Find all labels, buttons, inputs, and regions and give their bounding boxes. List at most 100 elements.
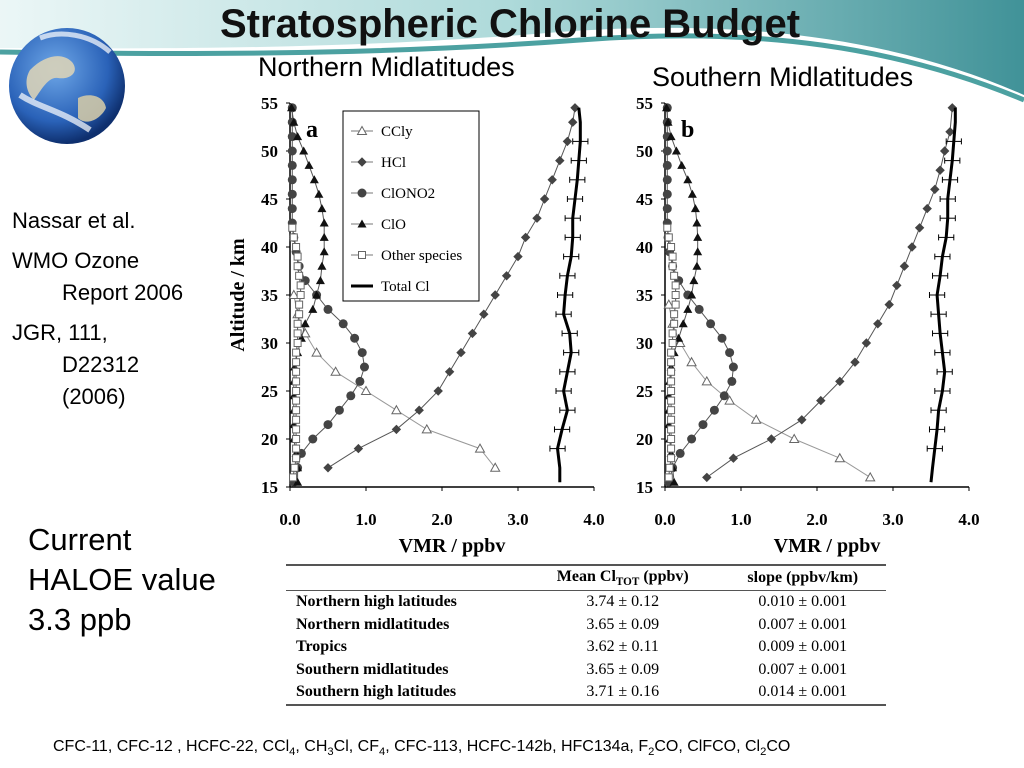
y-tick-label: 15 [636,478,653,497]
y-tick-label: 45 [636,190,653,209]
data-point [706,319,716,329]
data-point [315,276,325,285]
table-cell: 0.010 ± 0.001 [758,593,848,611]
data-point [391,404,402,415]
data-point [547,175,557,185]
table-row: Southern high latitudes 3.71 ± 0.16 0.01… [286,681,886,705]
data-point [456,347,466,358]
y-tick-label: 35 [636,286,653,305]
data-point [693,247,703,256]
data-point [935,165,945,175]
table-cell: Tropics [296,638,347,656]
data-point [295,300,304,309]
data-point [319,232,329,241]
footer-species-list: CFC-11, CFC-12 , HCFC-22, CCl4, CH3Cl, C… [53,738,790,758]
y-tick-label: 50 [636,142,653,161]
data-point [433,386,443,396]
table-cell: Northern midlatitudes [296,615,450,633]
data-point [671,291,680,299]
y-tick-label: 50 [261,142,278,161]
data-point [501,271,512,281]
footer-part: Cl, CF [333,738,379,755]
references-block: Nassar et al. WMO Ozone Report 2006 JGR,… [12,205,183,413]
data-point [667,444,676,453]
legend-label: Other species [381,248,462,264]
data-point [692,261,702,270]
data-point [290,463,299,472]
data-point [766,434,777,444]
series-total-cl [926,107,962,483]
data-point [289,233,298,242]
series-hcl [323,103,580,473]
data-point [797,415,807,425]
table-header-region [286,565,526,591]
data-point [667,454,676,463]
legend-swatch [357,157,367,167]
chart-legend: CCly HCl ClONO2 ClO Other species Total Cl [342,110,480,302]
y-tick-label: 30 [261,334,278,353]
data-point [311,347,322,357]
data-point [668,339,677,347]
footer-part: CO [766,738,791,755]
table-cell: 3.74 ± 0.12 [586,593,660,611]
footer-sub: 3 [327,746,334,759]
ref-jgr-1: JGR, 111, [12,320,108,345]
header-swoosh [0,0,1024,95]
data-point [292,377,301,386]
data-point [667,387,676,395]
data-point [293,329,302,338]
y-tick-label: 30 [636,334,653,353]
data-point [296,291,305,299]
data-point [292,444,301,453]
data-point [293,132,303,141]
data-point [671,281,680,290]
y-tick-label: 20 [636,430,653,449]
data-point [669,477,679,486]
table-cell: 0.007 ± 0.001 [758,615,848,633]
y-tick-label: 20 [261,430,278,449]
data-point [562,136,573,147]
data-point [690,204,700,213]
x-tick-label: 2.0 [806,510,827,529]
ref-authors: Nassar et al. [12,208,136,233]
chlorine-profile-charts: 15 20 25 30 35 40 45 50 55 0.0 1.0 2.0 3.0 4.0 VMR / p… [227,94,980,557]
y-tick-label: 55 [636,94,653,113]
data-point [702,472,712,483]
data-point [295,271,304,280]
y-tick-label: 35 [261,286,278,305]
data-point [675,448,685,458]
table-row: Tropics 3.62 ± 0.11 0.009 ± 0.001 [286,636,886,659]
data-point [687,434,697,444]
x-tick-label: 4.0 [583,510,604,529]
data-point [330,366,341,376]
x-tick-label: 2.0 [431,510,452,529]
data-point [668,252,677,261]
data-point [664,473,673,482]
data-point [788,433,800,443]
data-point [287,160,297,170]
data-point [717,333,727,343]
haloe-line-3: 3.3 ppb [28,602,132,637]
data-point [693,232,703,241]
data-point [467,328,478,339]
data-point [287,175,297,185]
data-point [873,319,883,329]
data-point [667,415,676,424]
data-point [338,319,348,329]
data-point [292,454,301,463]
table-cell: 0.007 ± 0.001 [758,660,848,678]
series-total-cl [549,107,589,483]
data-point [287,189,297,199]
x-tick-label: 3.0 [882,510,903,529]
data-point [668,329,677,338]
data-point [861,338,872,348]
data-point [334,405,344,415]
series-line [293,294,496,469]
x-axis-label: VMR / ppbv [399,535,506,557]
data-point [930,184,940,195]
data-point [293,319,302,328]
data-point [884,299,894,310]
data-point [287,146,297,156]
data-point [667,406,676,415]
